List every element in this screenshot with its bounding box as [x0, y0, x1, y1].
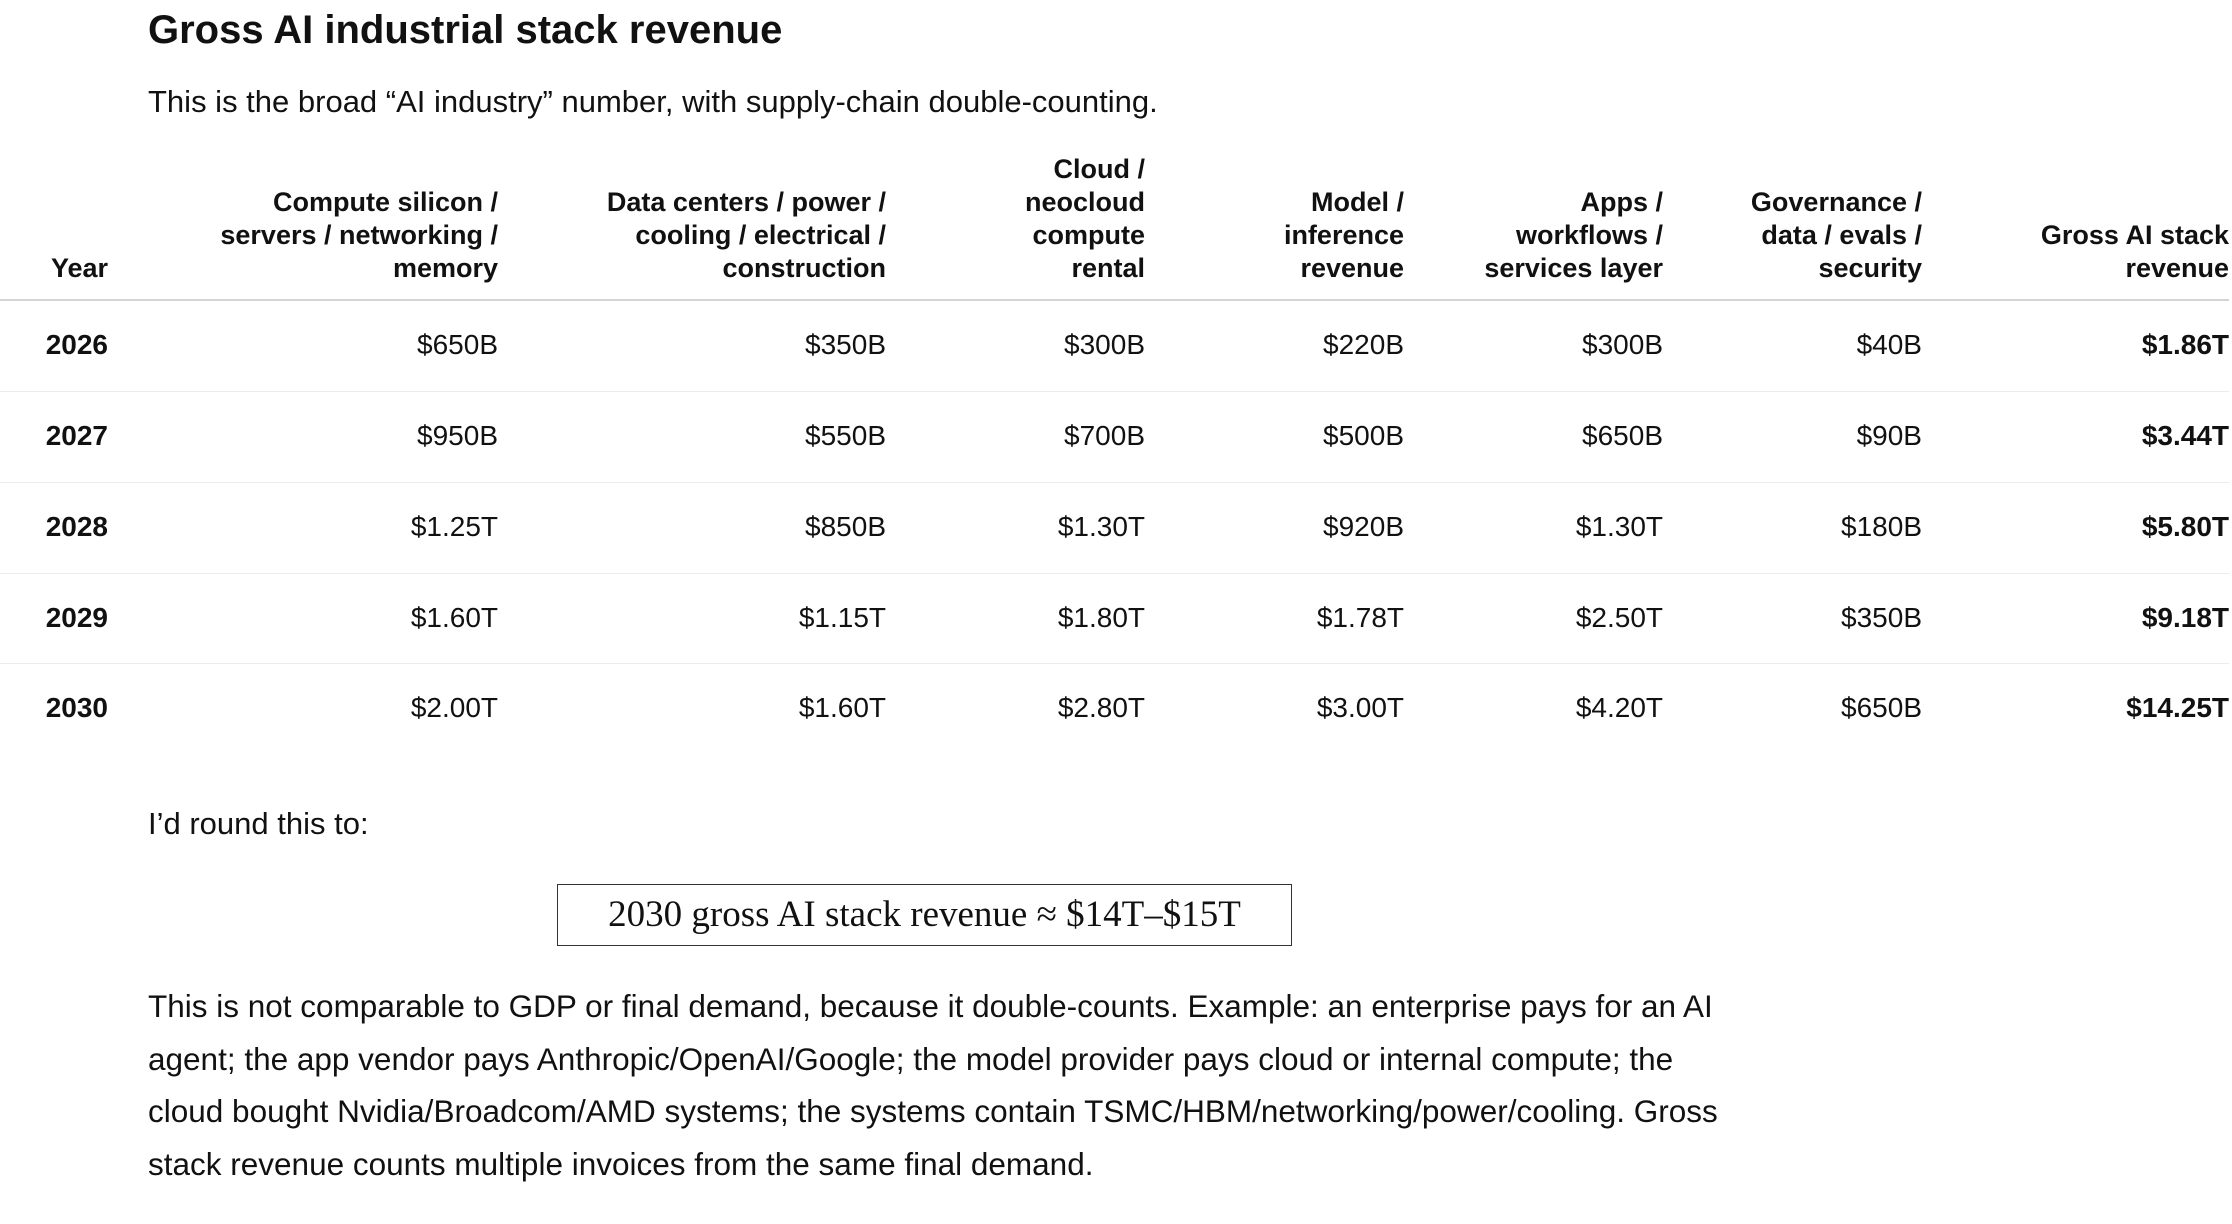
table-cell: $2.80T [1057, 692, 1145, 723]
column-header: Compute silicon / servers / networking /… [220, 187, 498, 283]
table-cell: $2.00T [410, 692, 498, 723]
column-header: Year [50, 253, 108, 283]
table-cell: 2027 [45, 420, 108, 451]
column-header: Model / inference revenue [1283, 187, 1404, 283]
table-cell: $3.00T [1316, 692, 1404, 723]
table-cell: $4.20T [1575, 692, 1663, 723]
table-header: Year Compute silicon / servers / networki… [0, 150, 2232, 285]
table-cell: $300B [1064, 329, 1145, 360]
table-cell: $9.18T [2141, 602, 2229, 633]
table-cell: 2029 [45, 602, 108, 633]
formula: 2030 gross AI stack revenue ≈ $14T–$15T [557, 884, 1292, 946]
row-rule [0, 391, 2229, 392]
table-cell: $920B [1323, 511, 1404, 542]
row-rule [0, 573, 2229, 574]
table-cell: $850B [805, 511, 886, 542]
table-cell: $950B [417, 420, 498, 451]
table-cell: 2028 [45, 511, 108, 542]
table-cell: $300B [1582, 329, 1663, 360]
paragraph: This is not comparable to GDP or final d… [148, 988, 1718, 1182]
table-cell: $3.44T [2141, 420, 2229, 451]
table-cell: $90B [1856, 420, 1922, 451]
column-header: Gross AI stack revenue [2040, 220, 2229, 283]
table-cell: 2026 [45, 329, 108, 360]
table-cell: $650B [417, 329, 498, 360]
table-cell: $1.78T [1316, 602, 1404, 633]
round-note: I’d round this to: [148, 806, 369, 841]
table-cell: $220B [1323, 329, 1404, 360]
table-cell: $500B [1323, 420, 1404, 451]
table-cell: $650B [1582, 420, 1663, 451]
heading: Gross AI industrial stack revenue [148, 8, 783, 52]
table-cell: 2030 [45, 692, 108, 723]
table-cell: $1.30T [1057, 511, 1145, 542]
table-cell: $1.80T [1057, 602, 1145, 633]
table-cell: $14.25T [2126, 692, 2229, 723]
row-rule [0, 482, 2229, 483]
table-cell: $1.15T [798, 602, 886, 633]
table-cell: $1.60T [798, 692, 886, 723]
column-header: Apps / workflows / services layer [1484, 187, 1663, 283]
table-cell: $180B [1841, 511, 1922, 542]
table-cell: $1.60T [410, 602, 498, 633]
intro: This is the broad “AI industry” number, … [148, 84, 1158, 119]
row-rule [0, 663, 2229, 664]
table-cell: $5.80T [2141, 511, 2229, 542]
header-rule [0, 299, 2229, 301]
table-cell: $550B [805, 420, 886, 451]
table-cell: $40B [1856, 329, 1922, 360]
table-cell: $700B [1064, 420, 1145, 451]
column-header: Cloud / neocloud compute rental [1025, 154, 1145, 283]
column-header: Data centers / power / cooling / electri… [606, 187, 886, 283]
table-cell: $1.25T [410, 511, 498, 542]
column-header: Governance / data / evals / security [1750, 187, 1922, 283]
table-cell: $350B [1841, 602, 1922, 633]
table-cell: $650B [1841, 692, 1922, 723]
table-cell: $350B [805, 329, 886, 360]
table-cell: $2.50T [1575, 602, 1663, 633]
table-cell: $1.86T [2141, 329, 2229, 360]
table-cell: $1.30T [1575, 511, 1663, 542]
